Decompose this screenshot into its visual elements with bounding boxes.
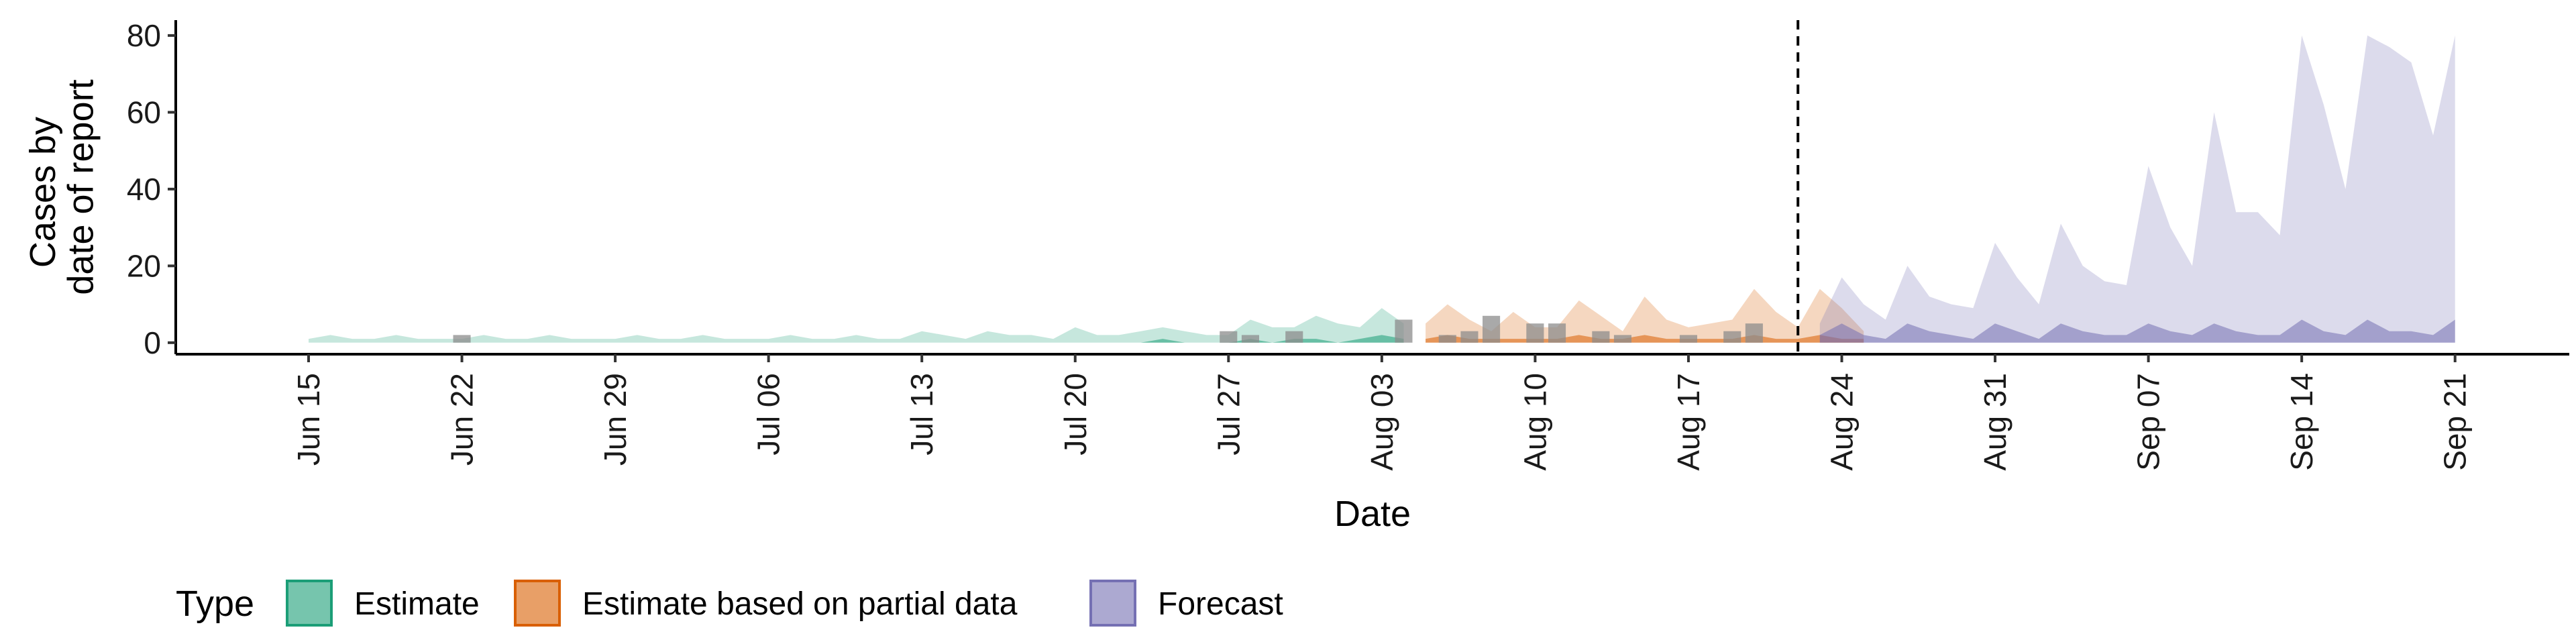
observed-case-bar xyxy=(1285,331,1303,343)
x-tick-label: Aug 03 xyxy=(1364,373,1399,471)
legend-label-estimate: Estimate xyxy=(354,586,480,622)
y-axis-title-line-1: Cases by xyxy=(23,117,63,268)
x-tick-label: Sep 14 xyxy=(2284,373,2319,471)
legend-title: Type xyxy=(176,584,254,624)
x-tick-label: Jun 15 xyxy=(291,373,326,466)
y-axis-title: Cases by date of report xyxy=(23,79,101,294)
legend-label-forecast: Forecast xyxy=(1158,586,1283,622)
observed-case-bar xyxy=(1592,331,1610,343)
x-axis-title: Date xyxy=(1334,494,1411,534)
x-tick-label: Jun 22 xyxy=(445,373,480,466)
y-axis-ticks: 0 20 40 60 80 xyxy=(127,18,176,360)
legend-key-forecast xyxy=(1089,580,1136,627)
legend: Type Estimate Estimate based on partial d… xyxy=(176,580,1283,627)
y-axis-title-line-2: date of report xyxy=(61,79,101,294)
y-tick-label: 20 xyxy=(127,248,161,283)
observed-case-bar xyxy=(1395,319,1413,343)
x-tick-label: Sep 07 xyxy=(2131,373,2166,471)
y-tick-label: 60 xyxy=(127,95,161,129)
forecast-inner-band xyxy=(1819,319,2455,343)
x-tick-label: Aug 17 xyxy=(1671,373,1706,471)
x-tick-label: Jul 13 xyxy=(904,373,939,455)
x-tick-label: Sep 21 xyxy=(2438,373,2473,471)
observed-case-bar xyxy=(1220,331,1238,343)
legend-key-partial xyxy=(514,580,561,627)
observed-case-bar xyxy=(1241,335,1259,343)
y-tick-label: 80 xyxy=(127,18,161,53)
observed-case-bar xyxy=(1613,335,1631,343)
x-tick-label: Jul 06 xyxy=(751,373,786,455)
y-tick-label: 0 xyxy=(144,325,161,360)
x-tick-label: Aug 10 xyxy=(1517,373,1552,471)
legend-key-estimate xyxy=(286,580,333,627)
observed-case-bar xyxy=(1438,335,1456,343)
observed-case-bar xyxy=(1460,331,1479,343)
x-tick-label: Aug 24 xyxy=(1825,373,1860,471)
x-tick-label: Jul 27 xyxy=(1211,373,1246,455)
observed-case-bar xyxy=(1483,315,1501,343)
observed-case-bar xyxy=(453,335,471,343)
observed-case-bar xyxy=(1679,335,1697,343)
observed-case-bar xyxy=(1723,331,1741,343)
x-tick-label: Aug 31 xyxy=(1978,373,2012,471)
observed-case-bar xyxy=(1526,323,1544,343)
estimate-outer-band xyxy=(309,308,1404,343)
observed-case-bar xyxy=(1745,323,1763,343)
x-tick-label: Jul 20 xyxy=(1058,373,1093,455)
x-tick-label: Jun 29 xyxy=(598,373,633,466)
series-bands xyxy=(309,35,2455,343)
legend-label-partial: Estimate based on partial data xyxy=(582,586,1018,622)
x-axis-ticks: Jun 15 Jun 22 Jun 29 Jul 06 Jul 13 Jul 20 Jul … xyxy=(291,354,2473,471)
observed-case-bar xyxy=(1548,323,1566,343)
forecast-outer-band xyxy=(1819,35,2455,343)
y-tick-label: 40 xyxy=(127,172,161,207)
observed-cases xyxy=(453,315,1763,343)
